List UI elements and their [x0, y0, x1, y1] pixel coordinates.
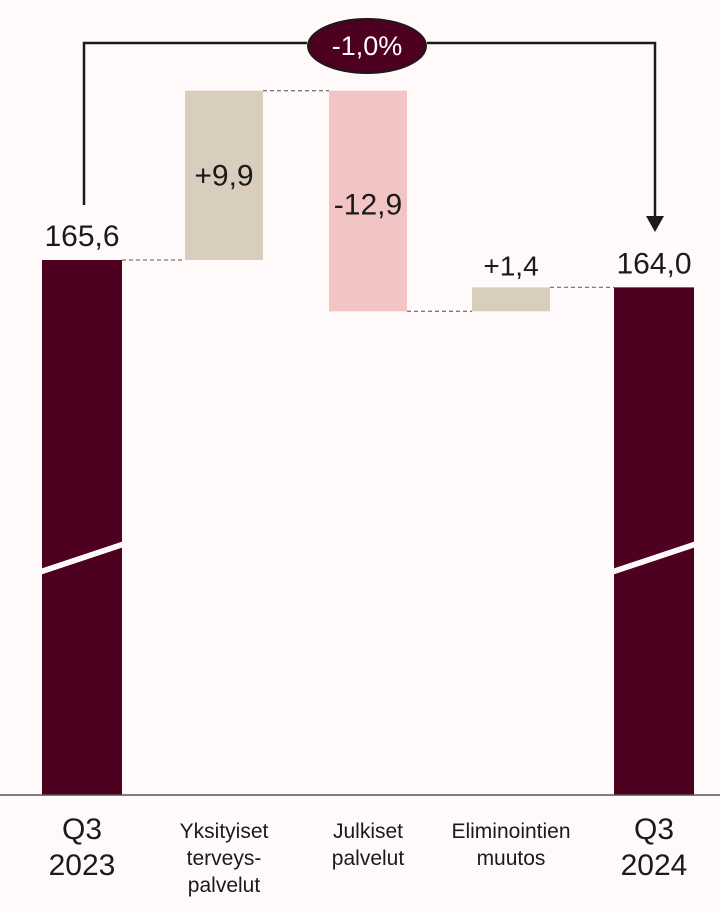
value-label-q3-2024: 164,0: [616, 247, 691, 280]
category-label: Julkiset palvelut: [332, 818, 404, 872]
category-label-line: 2023: [48, 849, 116, 882]
bars-layer: [40, 90, 696, 795]
value-labels-layer: 165,6 +9,9 -12,9 +1,4 164,0: [44, 159, 691, 281]
connectors-layer: [122, 90, 614, 312]
category-label: Q3 2023: [49, 812, 116, 884]
category-label-line: Q3: [61, 813, 103, 846]
value-label-julkiset: -12,9: [334, 189, 402, 222]
category-label-line: terveys-: [186, 847, 262, 870]
category-label: Q3 2024: [621, 812, 688, 884]
category-label-line: palvelut: [187, 874, 261, 897]
change-badge: -1,0%: [307, 18, 427, 74]
category-label-line: palvelut: [331, 847, 405, 870]
category-label-line: Q3: [633, 813, 675, 846]
category-label-line: muutos: [476, 847, 546, 870]
value-label-q3-2023: 165,6: [44, 220, 119, 253]
axis-break-mark: [40, 541, 124, 575]
category-label-line: 2024: [620, 849, 688, 882]
category-label: Yksityiset terveys-palvelut: [180, 818, 269, 899]
category-label: Eliminointien muutos: [451, 818, 570, 872]
category-label-line: Eliminointien: [451, 820, 571, 843]
bar-julkiset: [329, 90, 407, 312]
bar-eliminointien: [472, 287, 550, 312]
category-label-line: Yksityiset: [179, 820, 269, 843]
change-badge-label: -1,0%: [331, 30, 403, 61]
bar-q3-2023: [42, 260, 122, 795]
bar-yksityiset: [185, 90, 263, 261]
change-bracket-line: [82, 41, 657, 218]
category-label-line: Julkiset: [332, 820, 404, 843]
change-arrow-head: [646, 216, 664, 232]
axis-break-mark: [612, 541, 696, 575]
value-label-yksityiset: +9,9: [194, 159, 253, 192]
value-label-eliminointien: +1,4: [483, 250, 538, 281]
bar-q3-2024: [614, 287, 694, 795]
